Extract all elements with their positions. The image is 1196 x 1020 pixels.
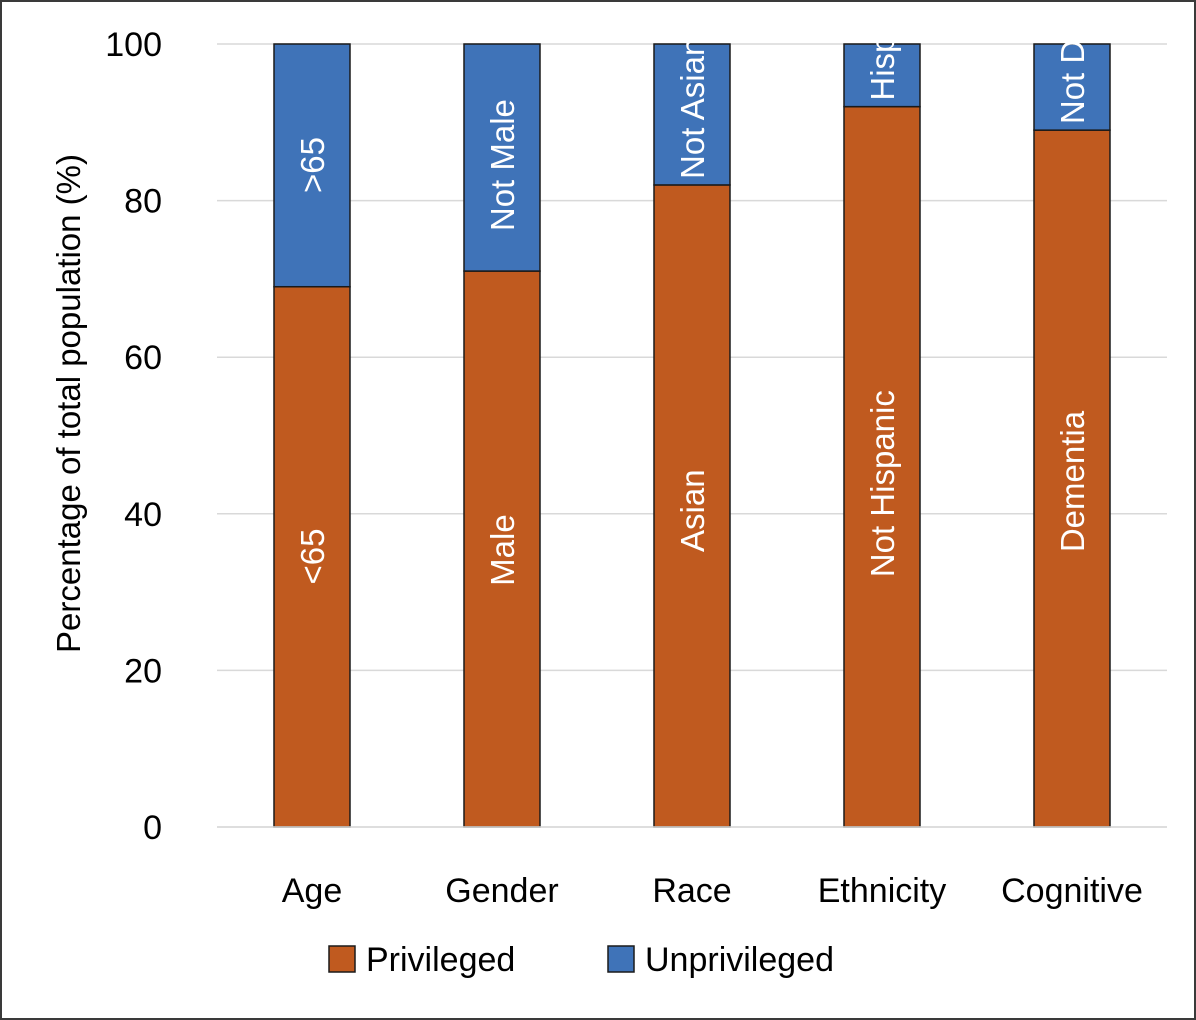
bar-label-gender-unprivileged: Not Male bbox=[484, 99, 521, 231]
bar-gender-unprivileged bbox=[463, 43, 541, 272]
x-tick-label-race: Race bbox=[652, 872, 731, 910]
bar-labels: <65 >65 Male Not Male Asian Not Asian Not Hisp… bbox=[294, 2, 1091, 586]
bar-ethnicity-unprivileged bbox=[843, 43, 921, 108]
bar-label-race-unprivileged: Not Asian bbox=[674, 38, 711, 179]
x-tick-label-ethnicity: Ethnicity bbox=[818, 872, 947, 910]
bar-cognitive-unprivileged bbox=[1033, 43, 1111, 131]
axes: 0 20 40 60 80 100 Percentage of total populati… bbox=[50, 26, 1167, 910]
bar-age-unprivileged bbox=[273, 43, 351, 288]
y-tick-label-40: 40 bbox=[124, 496, 162, 534]
y-tick-label-80: 80 bbox=[124, 183, 162, 221]
bar-ethnicity-privileged bbox=[843, 105, 921, 828]
legend-swatch-privileged bbox=[328, 945, 356, 973]
x-tick-label-gender: Gender bbox=[445, 872, 558, 910]
bar-label-age-unprivileged: >65 bbox=[294, 137, 331, 193]
bar-race-privileged bbox=[653, 184, 731, 828]
bar-label-race-privileged: Asian bbox=[674, 469, 711, 552]
bars bbox=[273, 43, 1111, 828]
y-tick-label-0: 0 bbox=[143, 809, 162, 847]
legend-swatch-unprivileged bbox=[607, 945, 635, 973]
y-axis-title: Percentage of total population (%) bbox=[50, 154, 87, 653]
x-tick-label-cognitive: Cognitive bbox=[1001, 872, 1143, 910]
bar-label-gender-privileged: Male bbox=[484, 514, 521, 586]
bar-race-unprivileged bbox=[653, 43, 731, 186]
bar-label-cognitive-unprivileged: Not Dementia bbox=[1054, 2, 1091, 124]
y-tick-label-20: 20 bbox=[124, 652, 162, 690]
bar-gender-privileged bbox=[463, 270, 541, 828]
legend: Privileged Unprivileged bbox=[328, 941, 834, 979]
bar-label-ethnicity-unprivileged: Hispanic bbox=[864, 2, 901, 101]
legend-label-privileged: Privileged bbox=[366, 941, 515, 979]
y-tick-label-100: 100 bbox=[105, 26, 162, 64]
bar-label-cognitive-privileged: Dementia bbox=[1054, 410, 1091, 552]
x-tick-label-age: Age bbox=[282, 872, 343, 910]
bar-label-ethnicity-privileged: Not Hispanic bbox=[864, 390, 901, 577]
legend-label-unprivileged: Unprivileged bbox=[645, 941, 834, 979]
y-tick-label-60: 60 bbox=[124, 339, 162, 377]
bar-label-age-privileged: <65 bbox=[294, 528, 331, 584]
